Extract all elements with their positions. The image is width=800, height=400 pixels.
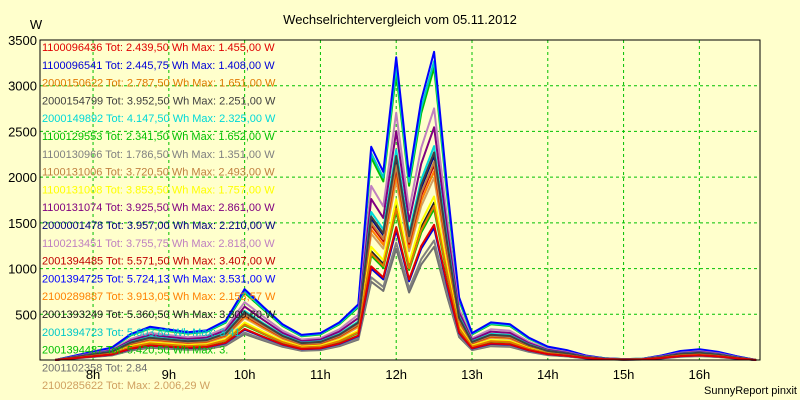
y-tick-label: 3000 <box>8 79 37 94</box>
y-tick-label: 2500 <box>8 124 37 139</box>
legend-entry-1100096436: 1100096436 Tot: 2.439,50 Wh Max: 1.455,0… <box>42 42 275 54</box>
legend-entry-2000154799: 2000154799 Tot: 3.952,50 Wh Max: 2.251,0… <box>42 95 276 107</box>
y-tick-label: 1000 <box>8 262 37 277</box>
legend-entry-2000149892: 2000149892 Tot: 4.147,50 Wh Max: 2.325,0… <box>42 113 276 125</box>
legend-entry-1100131006: 1100131006 Tot: 3.720,50 Wh Max: 2.493,0… <box>42 167 275 179</box>
legend-entry-2000150622: 2000150622 Tot: 2.787,50 Wh Max: 1.651,0… <box>42 78 276 90</box>
y-tick-label: 500 <box>15 307 37 322</box>
legend-entry-2001394487: 2001394487 Tot: 5.420,50 Wh Max: 3. <box>42 345 228 357</box>
legend-entry-2001102358: 2001102358 Tot: 2.84 <box>42 362 147 374</box>
x-tick-label: 16h <box>689 367 711 382</box>
chart-title: Wechselrichtervergleich vom 05.11.2012 <box>283 12 517 27</box>
x-tick-label: 11h <box>310 367 331 382</box>
legend-entry-2001393249: 2001393249 Tot: 5.360,50 Wh Max: 3.309,6… <box>42 309 276 321</box>
legend-entry-1100129553: 1100129553 Tot: 2.341,50 Wh Max: 1.652,0… <box>42 131 275 143</box>
x-tick-label: 10h <box>234 367 256 382</box>
legend-entry-2100285622: 2100285622 Tot: Max: 2.006,29 W <box>42 380 211 392</box>
x-tick-label: 12h <box>385 367 407 382</box>
legend-entry-2001394725: 2001394725 Tot: 5.724,13 Wh Max: 3.531,0… <box>42 273 276 285</box>
series-line-1100096436 <box>55 223 757 361</box>
y-unit-label: W <box>30 17 43 32</box>
legend-entry-1100131008: 1100131008 Tot: 3.853,50 Wh Max: 1.757,0… <box>42 184 275 196</box>
legend-entry-1100130966: 1100130966 Tot: 1.786,50 Wh Max: 1.351,0… <box>42 149 275 161</box>
series-layer <box>54 50 757 361</box>
x-tick-label: 13h <box>461 367 483 382</box>
x-tick-label: 15h <box>613 367 635 382</box>
credit-label: SunnyReport pinxit <box>704 385 797 397</box>
legend-entry-2001394723: 2001394723 Tot: 5.603,88 Wh Max: 3.41 <box>42 327 241 339</box>
x-tick-label: 9h <box>162 367 176 382</box>
y-tick-label: 2000 <box>8 170 37 185</box>
x-tick-label: 8h <box>86 367 100 382</box>
legend: 1100096436 Tot: 2.439,50 Wh Max: 1.455,0… <box>42 42 276 392</box>
legend-entry-2001394485: 2001394485 Tot: 5.571,50 Wh Max: 3.407,0… <box>42 256 276 268</box>
legend-entry-1100096541: 1100096541 Tot: 2.445,75 Wh Max: 1.408,0… <box>42 60 275 72</box>
axes: 500 1000 1500 2000 2500 3000 3500 8h 9h 10h 11h 12h… <box>8 33 761 382</box>
legend-entry-2000001478: 2000001478 Tot: 3.957,00 Wh Max: 2.210,0… <box>42 220 276 232</box>
plot-frame <box>39 39 761 361</box>
legend-entry-1100131074: 1100131074 Tot: 3.925,50 Wh Max: 2.861,0… <box>42 202 275 214</box>
legend-entry-2100289887: 2100289887 Tot: 3.913,05 Wh Max: 2.153,5… <box>42 291 276 303</box>
y-tick-label: 1500 <box>8 216 37 231</box>
y-tick-label: 3500 <box>8 33 37 48</box>
x-tick-label: 14h <box>537 367 559 382</box>
legend-entry-1100213451: 1100213451 Tot: 3.755,75 Wh Max: 2.818,0… <box>42 238 275 250</box>
